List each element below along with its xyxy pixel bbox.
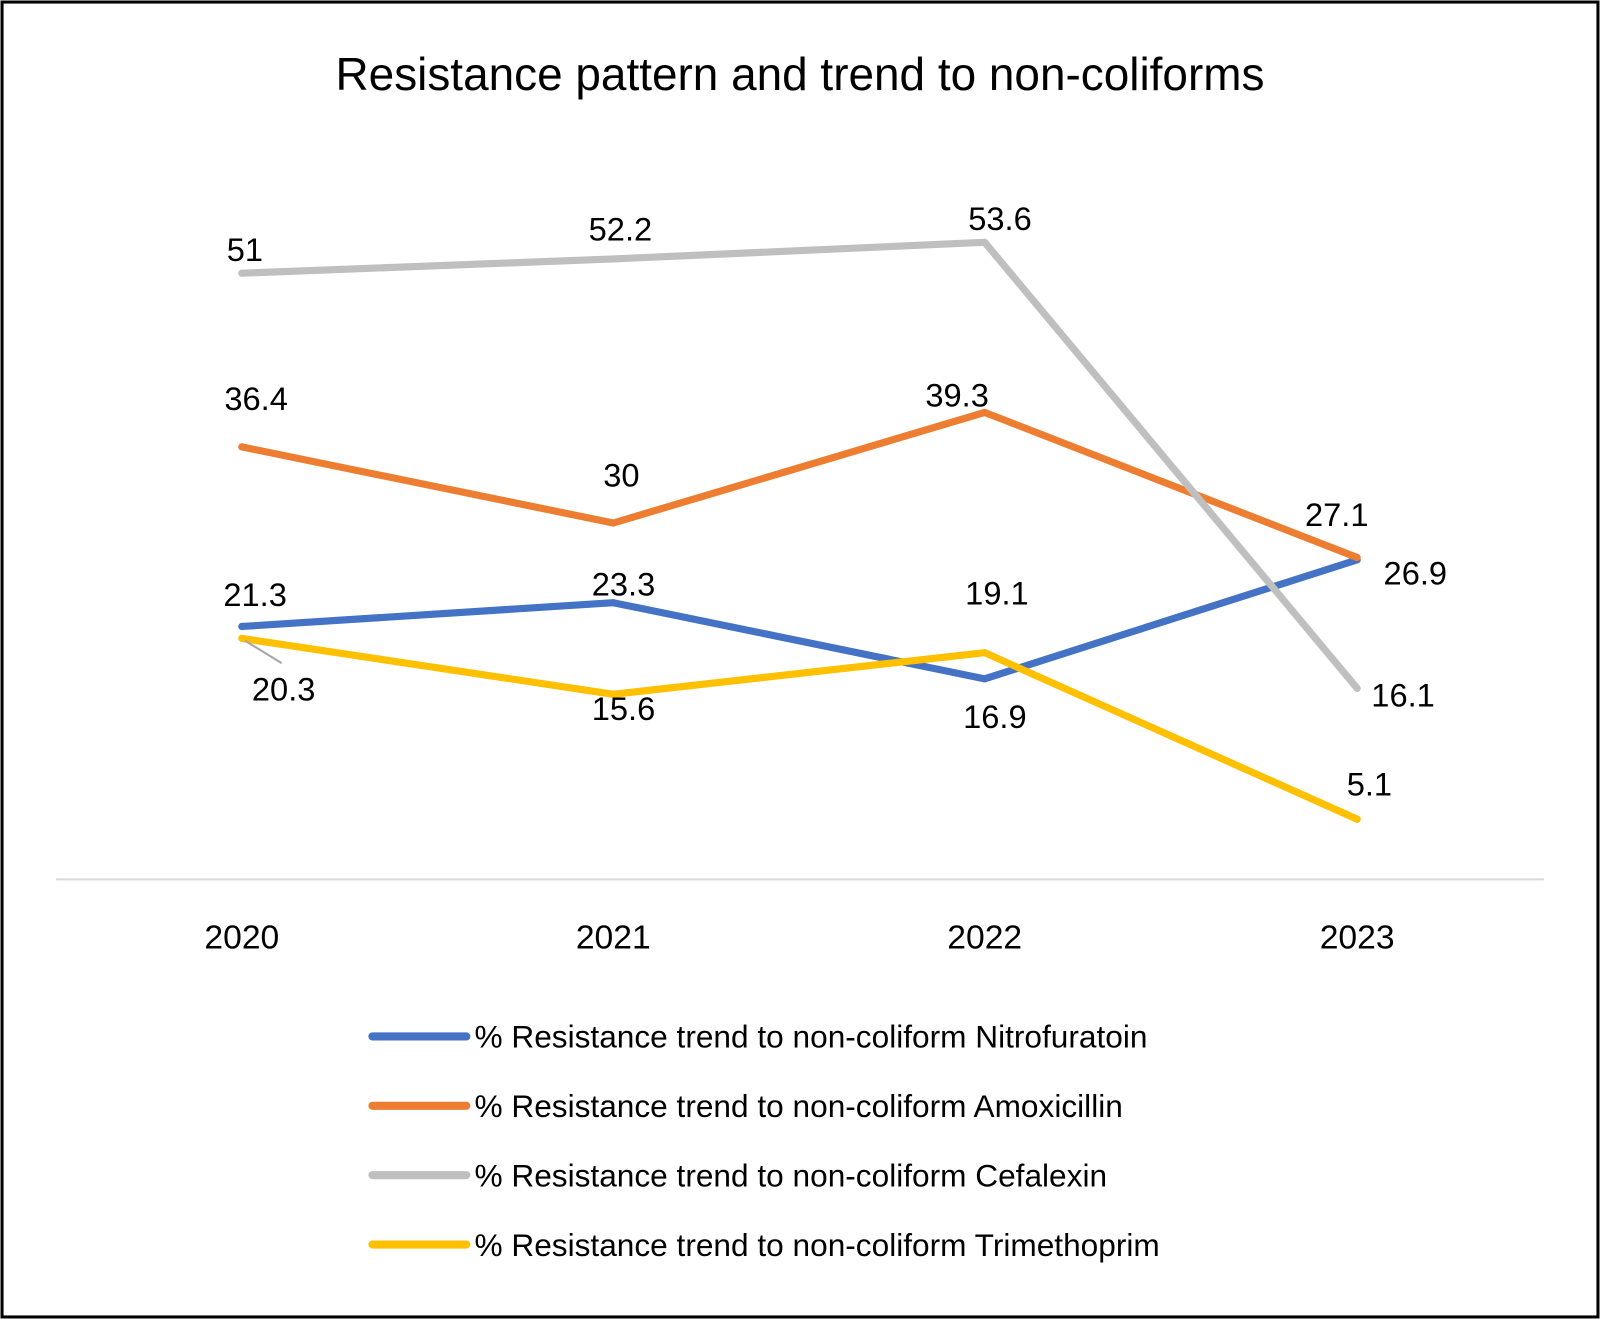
- data-label: 53.6: [968, 200, 1032, 237]
- data-point: [1353, 815, 1361, 823]
- data-point: [238, 269, 246, 277]
- data-label: 15.6: [592, 690, 656, 727]
- chart-title: Resistance pattern and trend to non-coli…: [336, 48, 1265, 100]
- data-label: 26.9: [1384, 554, 1448, 591]
- data-label: 20.3: [252, 671, 316, 708]
- legend-item: % Resistance trend to non-coliform Trime…: [368, 1227, 1160, 1263]
- data-label: 52.2: [589, 211, 653, 248]
- data-label: 51: [227, 231, 263, 268]
- legend-label: % Resistance trend to non-coliform Trime…: [474, 1227, 1159, 1263]
- x-tick-label: 2022: [947, 920, 1022, 957]
- data-point: [238, 622, 246, 631]
- data-label: 27.1: [1305, 496, 1369, 533]
- series-line-0: [238, 556, 1361, 683]
- data-point: [609, 599, 617, 607]
- series-line-1: [238, 408, 1361, 562]
- data-label: 30: [603, 456, 639, 493]
- x-tick-label: 2020: [204, 920, 279, 957]
- x-tick-label: 2023: [1320, 920, 1395, 957]
- data-label: 21.3: [223, 576, 287, 613]
- data-label: 39.3: [925, 376, 989, 413]
- legend-item: % Resistance trend to non-coliform Nitro…: [368, 1019, 1147, 1055]
- data-point: [609, 690, 617, 698]
- data-label: 36.4: [224, 380, 288, 417]
- data-label: 16.9: [963, 698, 1027, 735]
- legend-label: % Resistance trend to non-coliform Cefal…: [474, 1157, 1107, 1193]
- data-point: [1353, 553, 1361, 562]
- legend-item: % Resistance trend to non-coliform Amoxi…: [368, 1088, 1123, 1124]
- data-point: [238, 634, 246, 642]
- legend-label: % Resistance trend to non-coliform Nitro…: [474, 1019, 1147, 1055]
- data-label: 16.1: [1371, 677, 1435, 714]
- x-tick-label: 2021: [576, 920, 651, 957]
- data-point: [1353, 684, 1361, 692]
- legend-label: % Resistance trend to non-coliform Amoxi…: [474, 1088, 1122, 1124]
- data-point: [981, 238, 989, 246]
- series-line-2: [238, 238, 1361, 692]
- data-point: [981, 649, 989, 657]
- data-label: 19.1: [965, 575, 1029, 612]
- data-point: [981, 675, 989, 683]
- data-point: [609, 519, 617, 527]
- data-point: [981, 408, 989, 416]
- series-line-3: [238, 634, 1361, 823]
- data-point: [609, 255, 617, 263]
- label-leader-line: [244, 639, 283, 664]
- legend-item: % Resistance trend to non-coliform Cefal…: [368, 1157, 1107, 1193]
- data-label: 5.1: [1347, 766, 1392, 803]
- data-label: 23.3: [592, 566, 656, 603]
- data-point: [238, 443, 246, 451]
